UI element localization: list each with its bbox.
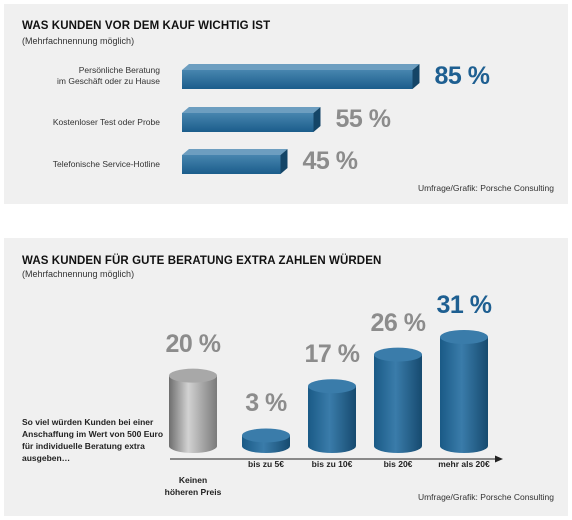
bar — [182, 149, 288, 174]
column — [374, 347, 422, 453]
category-label: bis zu 5€ — [248, 459, 284, 469]
value-label: 20 % — [165, 329, 221, 358]
category-label: bis 20€ — [383, 459, 413, 469]
value-label: 85 % — [434, 62, 490, 90]
chart-subtitle: (Mehrfachnennung möglich) — [22, 36, 135, 46]
bar — [182, 64, 420, 89]
value-label: 55 % — [335, 105, 391, 133]
category-label: Kostenloser Test oder Probe — [52, 117, 160, 127]
category-label: bis zu 10€ — [311, 459, 353, 469]
value-label: 26 % — [370, 308, 426, 337]
chart-title: WAS KUNDEN FÜR GUTE BERATUNG EXTRA ZAHLE… — [22, 255, 382, 267]
column — [242, 428, 290, 453]
columns-beratung — [169, 330, 503, 463]
value-label: 31 % — [436, 291, 492, 319]
bars-kauf — [182, 64, 420, 174]
chart-title: WAS KUNDEN VOR DEM KAUF WICHTIG IST — [22, 20, 271, 32]
value-label: 17 % — [304, 340, 360, 369]
category-label: Persönliche Beratung im Geschäft oder zu … — [57, 65, 160, 86]
chart-side-text: So viel würden Kunden bei einer Anschaff… — [22, 417, 164, 463]
category-label: mehr als 20€ — [438, 459, 490, 469]
category-label: Keinen höheren Preis — [164, 475, 222, 497]
chart-credit: Umfrage/Grafik: Porsche Consulting — [417, 183, 554, 193]
value-label: 3 % — [245, 389, 287, 418]
value-label: 45 % — [302, 147, 358, 175]
category-label: Telefonische Service-Hotline — [52, 159, 160, 169]
chart-panel-kauf: WAS KUNDEN VOR DEM KAUF WICHTIG IST (Meh… — [4, 4, 568, 204]
x-axis — [170, 455, 503, 463]
column — [440, 330, 488, 453]
column — [308, 379, 356, 453]
chart-subtitle: (Mehrfachnennung möglich) — [22, 269, 135, 279]
bar — [182, 107, 321, 132]
chart-credit: Umfrage/Grafik: Porsche Consulting — [417, 492, 554, 502]
column — [169, 368, 217, 453]
